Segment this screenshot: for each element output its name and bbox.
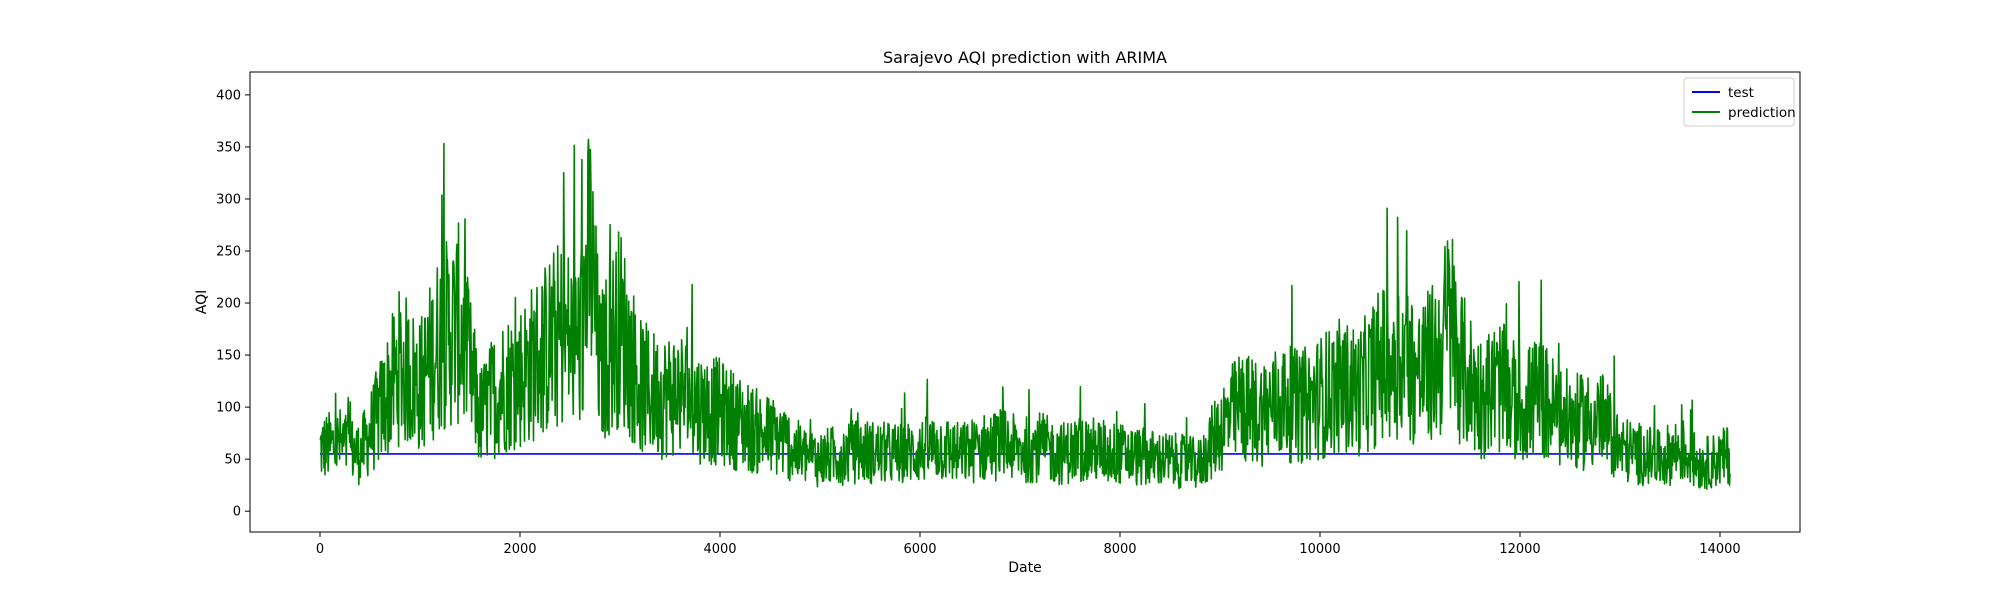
legend-box	[1683, 77, 1795, 127]
series-layer	[319, 138, 1731, 490]
x-tick-label: 10000	[1299, 542, 1340, 557]
x-tick-label: 0	[316, 542, 324, 557]
legend-label-test: test	[1728, 85, 1754, 101]
y-tick-label: 250	[216, 245, 241, 260]
x-tick-label: 4000	[703, 542, 736, 557]
chart-title: Sarajevo AQI prediction with ARIMA	[883, 48, 1167, 67]
plot-frame	[249, 71, 1801, 533]
x-tick-label: 14000	[1699, 542, 1740, 557]
y-tick-label: 0	[233, 505, 241, 520]
x-tick-label: 2000	[503, 542, 536, 557]
y-axis-label: AQI	[194, 290, 210, 314]
y-tick-label: 100	[216, 401, 241, 416]
y-tick-label: 150	[216, 349, 241, 364]
y-tick-label: 50	[224, 453, 241, 468]
legend: test prediction	[1683, 77, 1796, 127]
legend-label-prediction: prediction	[1728, 105, 1796, 121]
y-tick-label: 200	[216, 297, 241, 312]
x-tick-label: 12000	[1499, 542, 1540, 557]
x-axis: 0 2000 4000 6000 8000 10000 12000 14000	[316, 532, 1741, 557]
x-tick-label: 8000	[1103, 542, 1136, 557]
x-axis-label: Date	[1008, 560, 1041, 576]
y-tick-label: 350	[216, 140, 241, 155]
plot-area	[249, 71, 1801, 533]
y-tick-label: 300	[216, 192, 241, 207]
x-tick-label: 6000	[903, 542, 936, 557]
y-tick-label: 400	[216, 88, 241, 103]
series-line-prediction	[319, 138, 1731, 490]
y-axis: 0 50 100 150 200 250 300 350 400	[216, 88, 250, 520]
